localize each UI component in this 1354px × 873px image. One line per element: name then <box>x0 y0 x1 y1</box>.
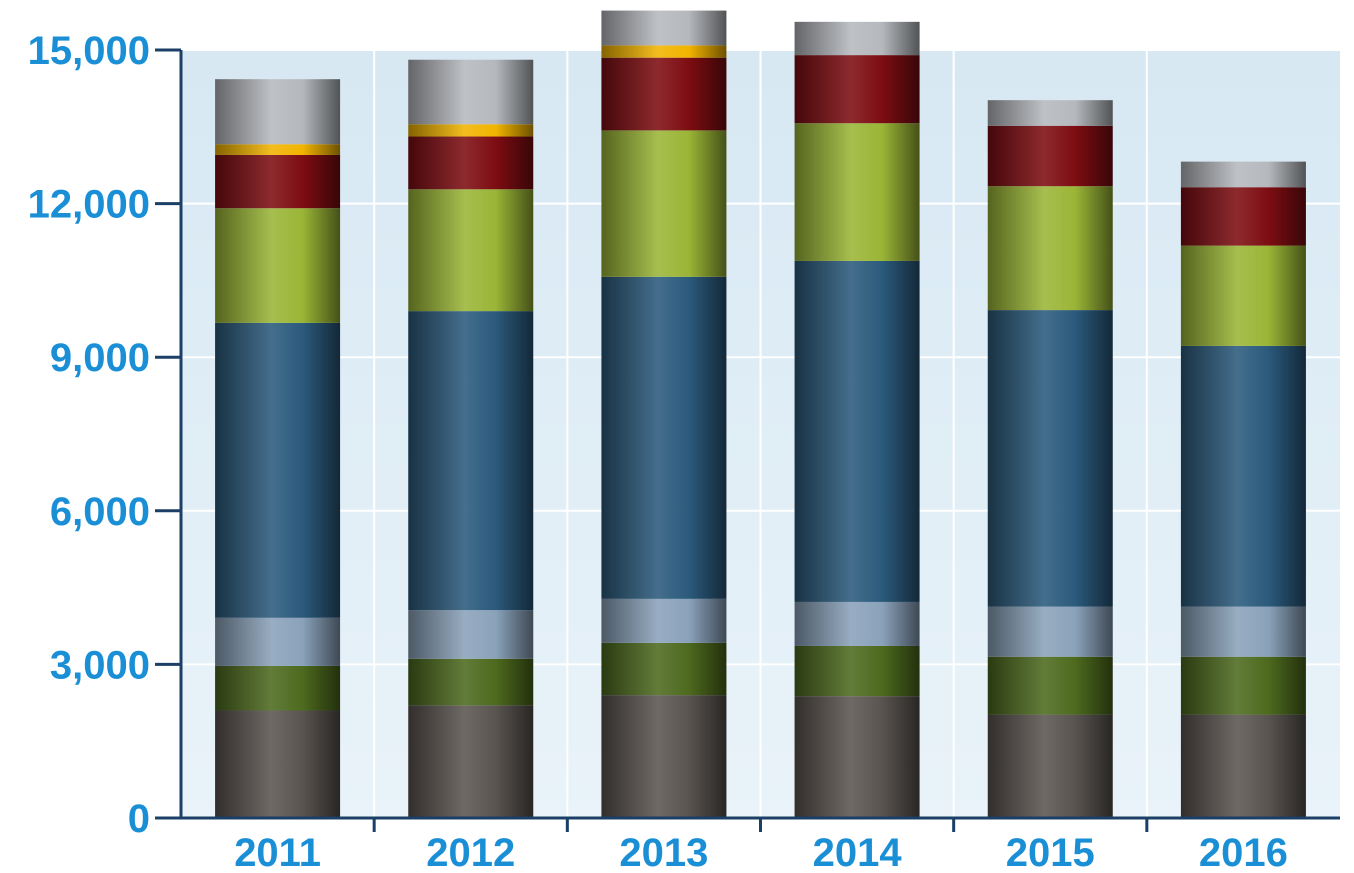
bar-segment-2011-4 <box>215 208 341 323</box>
bar-segment-2011-2 <box>215 617 341 666</box>
bar-segment-2016-2 <box>1180 606 1306 657</box>
bar-segment-2012-1 <box>408 658 534 706</box>
bar-segment-2011-6 <box>215 144 341 155</box>
bar-segment-2013-3 <box>601 276 727 599</box>
bar-segment-2015-2 <box>987 606 1113 657</box>
bar-segment-2012-3 <box>408 311 534 611</box>
bar-segment-2016-1 <box>1180 656 1306 715</box>
bar-segment-2014-7 <box>794 21 920 56</box>
bar-segment-2016-0 <box>1180 714 1306 818</box>
y-tick-label: 0 <box>128 797 150 841</box>
bar-segment-2014-3 <box>794 260 920 602</box>
x-tick-label: 2011 <box>234 831 321 873</box>
bar-segment-2012-7 <box>408 59 534 125</box>
bar-segment-2015-4 <box>987 186 1113 311</box>
bar-segment-2012-6 <box>408 124 534 137</box>
bar-segment-2011-3 <box>215 322 341 618</box>
gridlines <box>181 49 1340 818</box>
bar-segment-2011-7 <box>215 79 341 145</box>
x-tick-labels: 2011 2012 2013 2014 2015 2016 <box>234 831 1288 873</box>
bar-segment-2013-5 <box>601 57 727 131</box>
y-tick-label: 6,000 <box>50 490 150 534</box>
x-tick-label: 2015 <box>1006 831 1095 873</box>
bar-stack-2013 <box>601 10 727 818</box>
bar-segment-2014-2 <box>794 601 920 646</box>
bar-stack-2015 <box>987 100 1113 818</box>
y-tick-label: 15,000 <box>28 29 150 73</box>
bar-segment-2016-3 <box>1180 345 1306 607</box>
bar-segment-2015-3 <box>987 310 1113 607</box>
bar-segment-2014-4 <box>794 123 920 261</box>
bar-segment-2011-5 <box>215 154 341 209</box>
axes <box>155 48 1340 832</box>
x-tick-label: 2014 <box>813 831 903 873</box>
bar-segment-2011-0 <box>215 710 341 818</box>
bar-segment-2015-5 <box>987 125 1113 187</box>
bar-stack-2011 <box>215 79 341 818</box>
bar-segment-2013-6 <box>601 45 727 58</box>
bar-segment-2012-0 <box>408 705 534 818</box>
bar-segment-2015-1 <box>987 656 1113 715</box>
bar-segment-2013-7 <box>601 10 727 46</box>
bar-stack-2016 <box>1180 161 1306 818</box>
bar-segment-2014-1 <box>794 645 920 697</box>
bar-segment-2015-0 <box>987 714 1113 818</box>
bar-segment-2013-1 <box>601 642 727 696</box>
x-tick-label: 2013 <box>619 831 708 873</box>
bar-segment-2012-5 <box>408 136 534 190</box>
bar-segment-2014-0 <box>794 696 920 818</box>
bar-segment-2016-7 <box>1180 161 1306 188</box>
bar-segment-2011-1 <box>215 665 341 711</box>
bar-segment-2012-4 <box>408 189 534 312</box>
bar-segment-2013-2 <box>601 598 727 643</box>
bar-segment-2013-4 <box>601 130 727 277</box>
bar-stack-2012 <box>408 59 534 818</box>
bar-segment-2014-5 <box>794 55 920 124</box>
bar-stacks <box>215 10 1306 818</box>
bar-segment-2013-0 <box>601 695 727 818</box>
bar-segment-2016-5 <box>1180 187 1306 246</box>
bar-segment-2015-7 <box>987 100 1113 126</box>
y-tick-labels: 0 3,000 6,000 9,000 12,000 15,000 <box>28 29 150 841</box>
y-tick-label: 3,000 <box>50 643 150 687</box>
bar-segment-2016-4 <box>1180 245 1306 346</box>
x-tick-label: 2012 <box>426 831 515 873</box>
y-tick-label: 12,000 <box>28 183 150 227</box>
y-tick-label: 9,000 <box>50 336 150 380</box>
bar-segment-2012-2 <box>408 610 534 659</box>
x-tick-label: 2016 <box>1199 831 1288 873</box>
bar-stack-2014 <box>794 21 920 818</box>
